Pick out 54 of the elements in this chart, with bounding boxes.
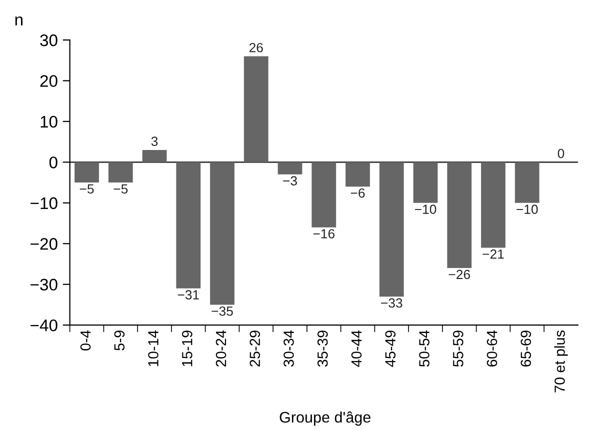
x-tick-label: 15-19 xyxy=(182,330,192,366)
x-tick-label: 25-29 xyxy=(250,330,260,366)
x-tick-label: 60-64 xyxy=(486,330,498,366)
x-tick-label: 45-49 xyxy=(385,330,396,367)
x-tick-label: 10-14 xyxy=(148,330,158,366)
data-label: 3 xyxy=(151,136,158,146)
bar xyxy=(278,162,302,174)
bar xyxy=(108,162,133,183)
bar xyxy=(312,162,336,228)
bar xyxy=(142,150,167,162)
x-tick-label: 65-69 xyxy=(520,330,532,366)
y-tick-label: −10 xyxy=(30,197,58,210)
bar xyxy=(346,162,370,187)
x-tick-label: 30-34 xyxy=(284,330,294,367)
x-tick-label: 20-24 xyxy=(216,330,226,366)
data-label: −3 xyxy=(283,176,297,186)
bar xyxy=(74,162,99,183)
data-label: −21 xyxy=(482,249,504,259)
bar xyxy=(413,162,438,203)
bar xyxy=(244,56,268,162)
data-label: −10 xyxy=(414,204,436,214)
y-tick-label: 30 xyxy=(40,34,58,46)
x-axis-title: Groupe d'âge xyxy=(280,411,370,426)
data-label: 26 xyxy=(249,42,263,52)
bar xyxy=(481,162,506,248)
x-tick-label: 50-54 xyxy=(419,330,430,367)
x-tick-label: 35-39 xyxy=(317,330,328,367)
bar xyxy=(210,162,234,305)
data-label: −6 xyxy=(350,188,365,198)
bar xyxy=(176,162,201,288)
y-tick-label: −40 xyxy=(30,319,58,332)
bar xyxy=(514,162,540,203)
x-tick-label: 55-59 xyxy=(452,330,464,367)
data-label: −10 xyxy=(516,204,538,214)
y-axis-title: n xyxy=(15,16,22,26)
y-tick-label: −20 xyxy=(30,238,58,250)
data-label: −5 xyxy=(80,184,94,194)
data-label: −5 xyxy=(114,184,128,194)
x-tick-label: 5-9 xyxy=(114,330,125,350)
bar xyxy=(447,162,472,268)
data-label: 0 xyxy=(558,148,564,158)
data-label: −35 xyxy=(212,306,233,316)
y-tick-label: 0 xyxy=(49,156,58,168)
bar xyxy=(379,162,404,297)
y-tick-label: 10 xyxy=(40,116,58,128)
data-label: −16 xyxy=(313,229,334,238)
x-tick-label: 40-44 xyxy=(351,330,362,367)
data-label: −33 xyxy=(381,298,402,308)
x-tick-label: 70 et plus xyxy=(554,330,568,392)
y-tick-label: 20 xyxy=(40,75,58,87)
data-label: −26 xyxy=(448,270,470,280)
y-tick-label: −30 xyxy=(30,278,58,291)
x-tick-label: 0-4 xyxy=(80,330,91,350)
data-label: −31 xyxy=(178,290,199,300)
